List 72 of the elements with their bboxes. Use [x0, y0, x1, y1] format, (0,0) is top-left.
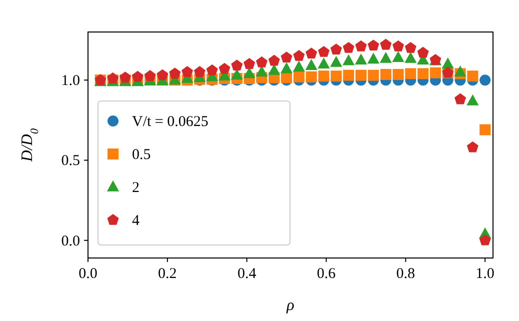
point: [405, 68, 416, 80]
point: [132, 70, 144, 82]
point: [368, 70, 379, 81]
point: [292, 60, 305, 72]
x-tick-label: 0.6: [316, 266, 336, 282]
legend-label: V/t = 0.0625: [132, 114, 208, 130]
point: [454, 65, 466, 76]
point: [305, 59, 318, 70]
point: [293, 71, 304, 82]
point: [330, 70, 342, 82]
x-axis-title: ρ: [286, 297, 295, 314]
point: [479, 234, 491, 246]
point: [480, 124, 491, 136]
point: [342, 54, 355, 66]
point: [430, 67, 441, 78]
point: [330, 44, 342, 55]
point: [206, 64, 218, 76]
y-tick-label: 1.0: [61, 73, 80, 90]
x-tick-label: 0.8: [396, 266, 416, 282]
point: [256, 56, 268, 68]
point: [318, 46, 330, 57]
point: [144, 70, 156, 81]
point: [380, 68, 392, 80]
point: [268, 54, 280, 66]
point: [466, 94, 479, 106]
point: [182, 66, 194, 77]
point: [454, 93, 466, 104]
point: [231, 60, 243, 71]
point: [466, 141, 478, 152]
point: [380, 52, 392, 63]
point: [280, 52, 292, 63]
point: [194, 66, 206, 77]
point: [354, 53, 368, 64]
point: [368, 40, 380, 51]
point: [318, 57, 330, 68]
point: [119, 72, 131, 83]
point: [218, 62, 230, 74]
point: [355, 70, 366, 81]
point: [442, 57, 454, 68]
x-tick-label: 0.0: [78, 266, 98, 282]
point: [380, 38, 392, 50]
x-tick-label: 1.0: [476, 266, 494, 282]
legend-label: 4: [132, 213, 140, 229]
x-tick-label: 0.4: [237, 266, 257, 282]
point: [306, 71, 317, 82]
point: [342, 42, 354, 53]
y-tick-label: 0.5: [61, 153, 80, 170]
point: [467, 70, 478, 82]
point: [107, 72, 119, 84]
point: [404, 52, 417, 63]
point: [280, 62, 293, 74]
x-tick-label: 0.2: [158, 266, 177, 282]
point: [392, 68, 404, 80]
point: [392, 51, 404, 62]
legend-label: 0.5: [132, 147, 151, 163]
point: [293, 50, 305, 61]
legend-label: 2: [132, 180, 140, 196]
point: [418, 68, 429, 80]
point: [306, 48, 318, 59]
point: [392, 40, 404, 52]
point: [355, 40, 367, 52]
point: [343, 70, 354, 81]
point: [244, 58, 256, 69]
point: [330, 56, 342, 67]
point: [318, 70, 330, 82]
point: [480, 74, 491, 86]
point: [156, 69, 168, 80]
point: [169, 68, 181, 79]
point: [367, 52, 380, 64]
point: [417, 46, 429, 58]
y-tick-label: 0.0: [61, 233, 80, 250]
point: [404, 42, 416, 53]
